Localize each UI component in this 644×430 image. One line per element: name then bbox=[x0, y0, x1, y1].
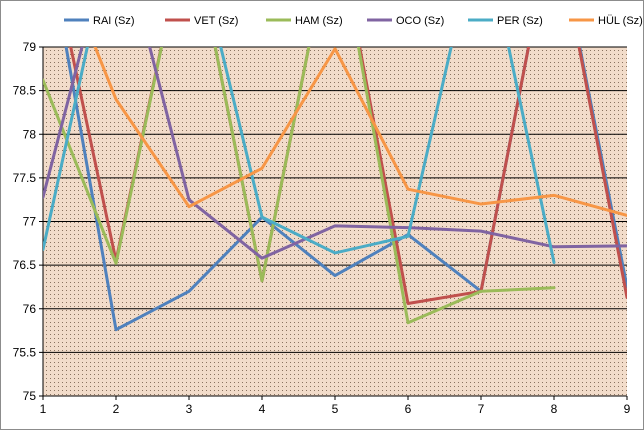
legend: RAI (Sz) VET (Sz) HAM (Sz) OCO (Sz) PER (Sz)… bbox=[64, 15, 643, 27]
series-line bbox=[43, 47, 556, 325]
x-tick-label: 7 bbox=[478, 402, 485, 416]
x-tick-label: 9 bbox=[624, 402, 631, 416]
y-tick-label: 75.5 bbox=[13, 345, 37, 359]
x-tick-label: 5 bbox=[332, 402, 339, 416]
legend-item: PER (Sz) bbox=[468, 15, 543, 27]
series-line bbox=[93, 47, 627, 217]
x-tick-label: 6 bbox=[405, 402, 412, 416]
x-tick-label: 1 bbox=[40, 402, 47, 416]
x-tick-label: 4 bbox=[259, 402, 266, 416]
y-tick-label: 76 bbox=[23, 302, 37, 316]
y-tick-label: 76.5 bbox=[13, 258, 37, 272]
y-tick-label: 79 bbox=[23, 40, 37, 54]
legend-label: OCO (Sz) bbox=[396, 15, 444, 27]
y-tick-label: 78.5 bbox=[13, 84, 37, 98]
legend-label: HÜL (Sz) bbox=[598, 15, 643, 27]
y-tick-label: 77 bbox=[23, 215, 37, 229]
legend-item: VET (Sz) bbox=[165, 15, 238, 27]
series-line bbox=[43, 47, 556, 265]
series-line bbox=[64, 47, 627, 332]
x-tick-label: 8 bbox=[551, 402, 558, 416]
series-line bbox=[43, 47, 627, 260]
x-axis-tick-labels: 1 2 3 4 5 6 7 8 9 bbox=[40, 402, 631, 416]
legend-label: VET (Sz) bbox=[194, 15, 238, 27]
legend-label: HAM (Sz) bbox=[295, 15, 343, 27]
y-tick-label: 77.5 bbox=[13, 171, 37, 185]
y-axis-tick-labels: 75 75.5 76 76.5 77 77.5 78 78.5 79 bbox=[13, 40, 37, 403]
y-tick-label: 78 bbox=[23, 127, 37, 141]
x-tick-label: 3 bbox=[186, 402, 193, 416]
series-lines bbox=[43, 47, 627, 332]
legend-label: PER (Sz) bbox=[497, 15, 543, 27]
legend-item: HÜL (Sz) bbox=[569, 15, 643, 27]
legend-label: RAI (Sz) bbox=[93, 15, 135, 27]
legend-item: OCO (Sz) bbox=[367, 15, 444, 27]
y-tick-label: 75 bbox=[23, 389, 37, 403]
x-tick-label: 2 bbox=[113, 402, 120, 416]
legend-item: HAM (Sz) bbox=[266, 15, 343, 27]
legend-item: RAI (Sz) bbox=[64, 15, 135, 27]
axes bbox=[39, 46, 628, 400]
